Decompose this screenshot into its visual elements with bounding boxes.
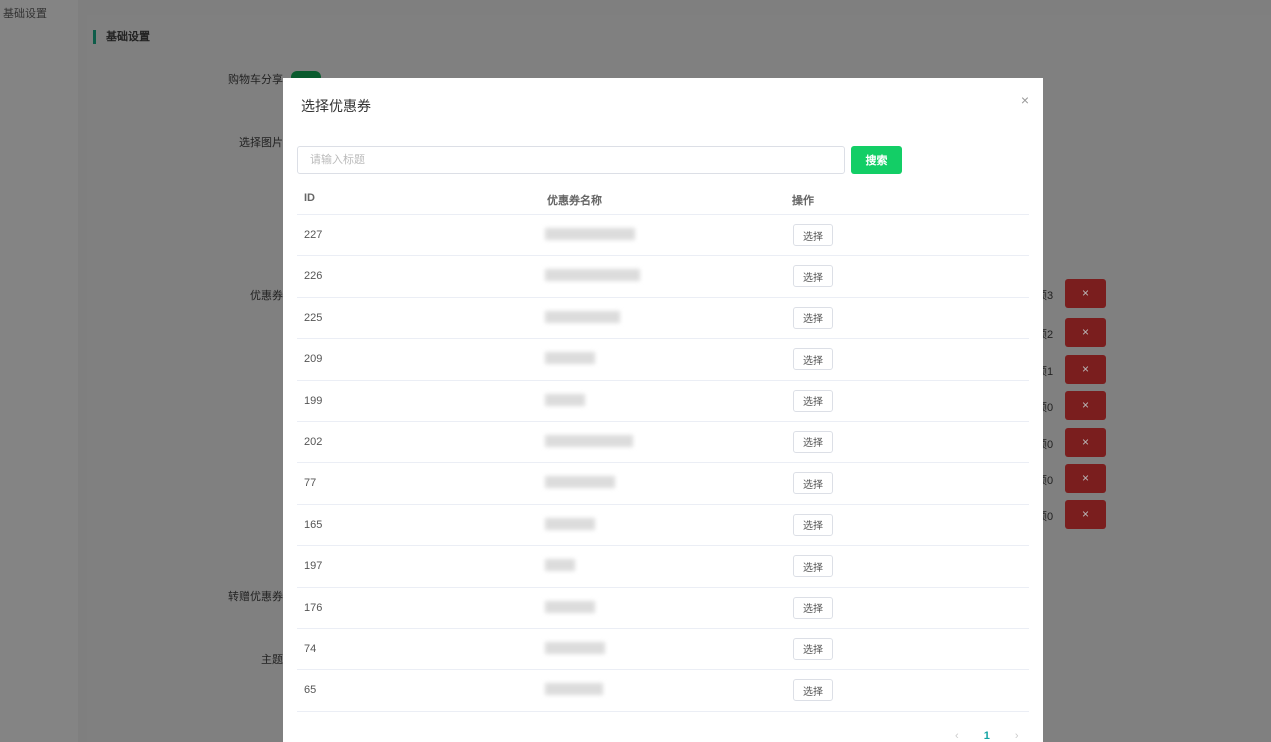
coupon-id: 176	[304, 601, 323, 614]
select-coupon-modal: 选择优惠券 × 搜索 ID 优惠券名称 操作 227 选择 226 选择 225…	[283, 78, 1043, 742]
selected-coupon: 已领0 ×	[1025, 500, 1113, 530]
coupon-name-redacted	[545, 517, 595, 530]
theme-label: 主题	[261, 654, 283, 666]
select-button[interactable]: 选择	[793, 348, 833, 371]
delete-coupon-button[interactable]: ×	[1065, 279, 1106, 308]
select-image-label: 选择图片	[239, 137, 283, 149]
coupon-name-redacted	[545, 683, 603, 696]
table-row: 226 选择	[297, 256, 1029, 298]
close-icon[interactable]: ×	[1020, 92, 1029, 108]
coupon-id: 165	[304, 518, 323, 531]
modal-title: 选择优惠券	[301, 98, 371, 114]
table-row: 225 选择	[297, 298, 1029, 340]
table-row: 165 选择	[297, 505, 1029, 547]
coupon-id: 65	[304, 684, 317, 697]
delete-coupon-button[interactable]: ×	[1065, 318, 1106, 347]
selected-coupon: 已领3 ×	[1025, 279, 1113, 309]
coupon-id: 209	[304, 353, 323, 366]
coupon-name-redacted	[545, 641, 605, 654]
coupon-id: 225	[304, 311, 323, 324]
column-action: 操作	[792, 195, 814, 207]
select-button[interactable]: 选择	[793, 389, 833, 412]
coupon-name-redacted	[545, 559, 575, 572]
section-title: 基础设置	[93, 30, 150, 44]
search-input[interactable]	[297, 146, 845, 174]
coupon-name-redacted	[545, 352, 595, 365]
coupon-id: 227	[304, 229, 323, 241]
table-row: 197 选择	[297, 546, 1029, 588]
select-button[interactable]: 选择	[793, 596, 833, 619]
gift-coupon-label: 转赠优惠券	[228, 591, 283, 603]
table-row: 227 选择	[297, 215, 1029, 257]
coupon-name-redacted	[545, 228, 635, 240]
select-button[interactable]: 选择	[793, 306, 833, 329]
coupon-id: 197	[304, 560, 323, 573]
table-row: 202 选择	[297, 422, 1029, 464]
column-name: 优惠券名称	[547, 195, 602, 207]
selected-coupon: 已领0 ×	[1025, 391, 1113, 421]
coupon-name-redacted	[545, 476, 615, 489]
coupon-name-redacted	[545, 393, 585, 406]
selected-coupon: 已领0 ×	[1025, 428, 1113, 458]
select-button[interactable]: 选择	[793, 430, 833, 453]
selected-coupon: 已领0 ×	[1025, 464, 1113, 494]
delete-coupon-button[interactable]: ×	[1065, 500, 1106, 529]
table-row: 74 选择	[297, 629, 1029, 671]
coupon-name-redacted	[545, 269, 640, 282]
coupon-id: 199	[304, 394, 323, 407]
selected-coupon: 已领2 ×	[1025, 318, 1113, 348]
coupon-table: ID 优惠券名称 操作 227 选择 226 选择 225 选择 209 选择 …	[297, 186, 1029, 712]
table-row: 65 选择	[297, 670, 1029, 712]
selected-coupon: 已领1 ×	[1025, 355, 1113, 385]
coupon-name-redacted	[545, 434, 633, 447]
delete-coupon-button[interactable]: ×	[1065, 391, 1106, 420]
coupon-label: 优惠券	[250, 290, 283, 302]
page-1[interactable]: 1	[983, 730, 990, 742]
coupon-name-redacted	[545, 310, 620, 323]
prev-page-icon[interactable]: ‹	[955, 730, 959, 742]
select-button[interactable]: 选择	[793, 265, 833, 288]
delete-coupon-button[interactable]: ×	[1065, 428, 1106, 457]
table-row: 176 选择	[297, 588, 1029, 629]
pagination: ‹ 1 ›	[955, 730, 1041, 742]
table-row: 209 选择	[297, 339, 1029, 381]
coupon-id: 74	[304, 642, 317, 655]
search-button[interactable]: 搜索	[851, 146, 902, 174]
table-header: ID 优惠券名称 操作	[297, 186, 1029, 215]
sidebar: 基础设置	[0, 0, 78, 742]
coupon-name-redacted	[545, 600, 595, 613]
select-button[interactable]: 选择	[793, 679, 833, 702]
select-button[interactable]: 选择	[793, 513, 833, 536]
column-id: ID	[304, 192, 315, 204]
delete-coupon-button[interactable]: ×	[1065, 355, 1106, 384]
select-button[interactable]: 选择	[793, 224, 833, 246]
sidebar-item-basic-settings[interactable]: 基础设置	[3, 8, 47, 20]
next-page-icon[interactable]: ›	[1014, 730, 1019, 742]
delete-coupon-button[interactable]: ×	[1065, 464, 1106, 493]
coupon-id: 226	[304, 270, 323, 283]
select-button[interactable]: 选择	[793, 472, 833, 495]
cart-share-label: 购物车分享	[228, 74, 283, 86]
select-button[interactable]: 选择	[793, 555, 833, 578]
table-row: 199 选择	[297, 381, 1029, 422]
coupon-id: 77	[304, 477, 317, 490]
coupon-id: 202	[304, 435, 323, 448]
table-row: 77 选择	[297, 463, 1029, 505]
select-button[interactable]: 选择	[793, 637, 833, 660]
